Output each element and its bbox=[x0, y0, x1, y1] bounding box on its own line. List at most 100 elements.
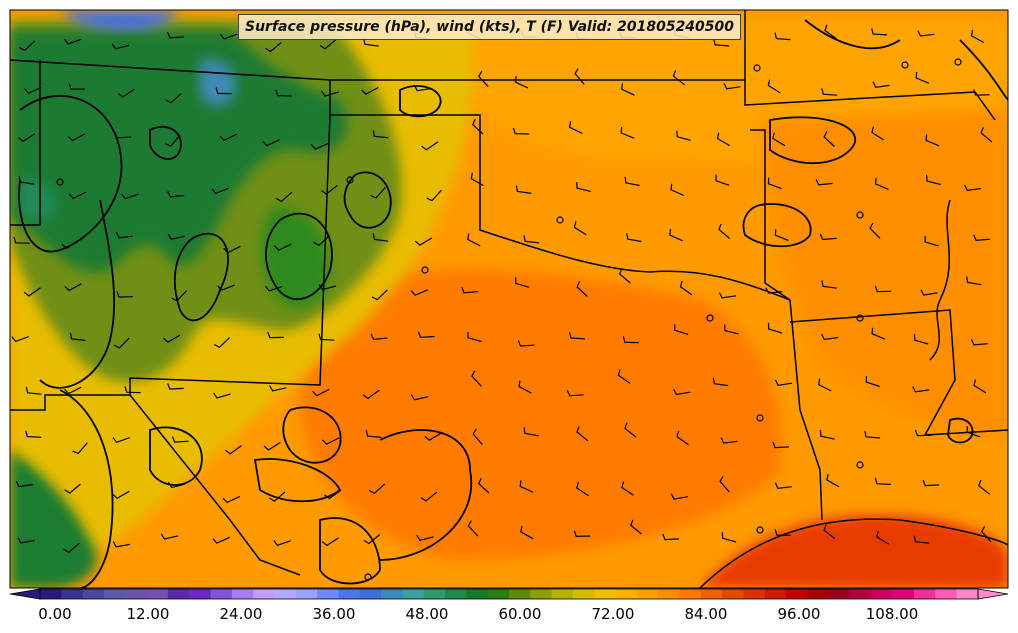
wind-barb bbox=[112, 490, 130, 500]
wind-barb bbox=[669, 229, 683, 242]
green-mountains bbox=[10, 30, 347, 272]
wind-barb bbox=[618, 268, 631, 284]
wind-barb bbox=[515, 277, 530, 288]
colorbar-swatch bbox=[487, 589, 510, 599]
wind-barb bbox=[624, 422, 637, 438]
wind-barb bbox=[913, 535, 930, 544]
wind-barb bbox=[321, 437, 340, 445]
wind-barb bbox=[920, 289, 938, 296]
wind-barb bbox=[767, 79, 781, 94]
wind-barb bbox=[874, 285, 892, 293]
wind-barb bbox=[973, 234, 991, 242]
colorbar-tick-label: 60.00 bbox=[499, 605, 542, 623]
colorbar-swatch bbox=[466, 589, 489, 599]
wind-barb bbox=[363, 534, 381, 545]
colorbar-tick-label: 108.00 bbox=[866, 605, 919, 623]
green-patch-east bbox=[261, 208, 330, 309]
colorbar-tick-label: 48.00 bbox=[406, 605, 449, 623]
wind-barb bbox=[819, 430, 835, 440]
wind-barb bbox=[576, 482, 589, 497]
east-region bbox=[760, 110, 1008, 440]
map-frame bbox=[9, 9, 1009, 589]
wind-barb bbox=[365, 430, 382, 438]
wind-barb bbox=[160, 533, 179, 540]
station bbox=[421, 266, 429, 274]
colorbar-swatch bbox=[892, 589, 915, 599]
wind-barb bbox=[115, 231, 133, 239]
wind-barb bbox=[370, 333, 388, 341]
wind-barb bbox=[265, 285, 283, 292]
border-louisiana bbox=[789, 309, 1008, 436]
wind-barb bbox=[815, 179, 833, 186]
colorbar-swatch bbox=[253, 589, 275, 599]
wind-barb bbox=[167, 383, 184, 390]
wind-barb bbox=[970, 29, 985, 44]
wind-barb bbox=[478, 70, 489, 88]
wind-barb bbox=[212, 536, 230, 544]
isobar-2 bbox=[149, 125, 182, 160]
wind-barb bbox=[72, 442, 88, 455]
wind-barb bbox=[61, 239, 79, 249]
wind-barb bbox=[363, 38, 379, 47]
wind-barb bbox=[477, 477, 490, 494]
wind-barb bbox=[772, 132, 786, 147]
wind-barb bbox=[273, 540, 291, 547]
isobar-6 bbox=[343, 171, 392, 229]
isobar-16 bbox=[149, 426, 203, 486]
wind-barb bbox=[472, 428, 483, 445]
wind-barb bbox=[978, 479, 991, 495]
wind-barb bbox=[569, 121, 583, 134]
colorbar-swatch bbox=[871, 589, 894, 599]
wind-barb bbox=[514, 76, 529, 89]
wind-barb bbox=[622, 336, 639, 344]
wind-barb bbox=[574, 68, 585, 85]
wind-barb bbox=[416, 534, 434, 541]
wind-barb bbox=[767, 177, 782, 190]
colorbar-swatch bbox=[359, 589, 382, 599]
wind-barb bbox=[568, 332, 585, 340]
wind-barb bbox=[371, 289, 388, 301]
wind-barb bbox=[724, 324, 739, 335]
wind-barb bbox=[718, 223, 731, 239]
station bbox=[901, 61, 909, 69]
wind-barb bbox=[370, 187, 386, 199]
colorbar-tick-label: 12.00 bbox=[127, 605, 170, 623]
wind-barb bbox=[165, 92, 182, 104]
wind-barb bbox=[25, 386, 42, 395]
wind-barb bbox=[24, 86, 42, 94]
colorbar-tick-label: 84.00 bbox=[685, 605, 728, 623]
wind-barb bbox=[917, 30, 935, 37]
colorbar-tick-label: 0.00 bbox=[38, 605, 71, 623]
colorbar-swatch bbox=[786, 589, 808, 599]
wind-barb bbox=[461, 286, 479, 294]
wind-barb bbox=[519, 480, 534, 493]
wind-barb bbox=[617, 369, 631, 384]
border-texas-east bbox=[789, 299, 823, 521]
colorbar-swatch bbox=[61, 589, 84, 599]
wind-barb bbox=[372, 130, 389, 139]
wind-barb bbox=[426, 189, 442, 202]
colorbar-swatch bbox=[700, 589, 723, 599]
wind-barb bbox=[213, 337, 231, 349]
wind-barb bbox=[167, 191, 185, 198]
wind-barb bbox=[324, 489, 342, 500]
station bbox=[364, 573, 372, 581]
isobar-1 bbox=[18, 95, 123, 253]
wind-barb bbox=[624, 176, 640, 187]
colorbar-swatch bbox=[445, 589, 467, 599]
isobar-9 bbox=[742, 203, 812, 248]
colorbar-swatch bbox=[40, 589, 62, 599]
colorbar-swatch bbox=[636, 589, 659, 599]
wind-barb bbox=[912, 386, 930, 393]
stations bbox=[56, 58, 962, 581]
colorbar-swatch bbox=[402, 589, 425, 599]
wind-barb bbox=[25, 430, 42, 438]
wind-barb bbox=[630, 519, 642, 535]
wind-barb bbox=[926, 174, 941, 186]
wind-barb bbox=[573, 530, 591, 537]
colorbar-swatch bbox=[103, 589, 126, 599]
wind-barb bbox=[215, 87, 232, 95]
wind-barb bbox=[973, 89, 990, 96]
wind-barb bbox=[267, 331, 284, 339]
